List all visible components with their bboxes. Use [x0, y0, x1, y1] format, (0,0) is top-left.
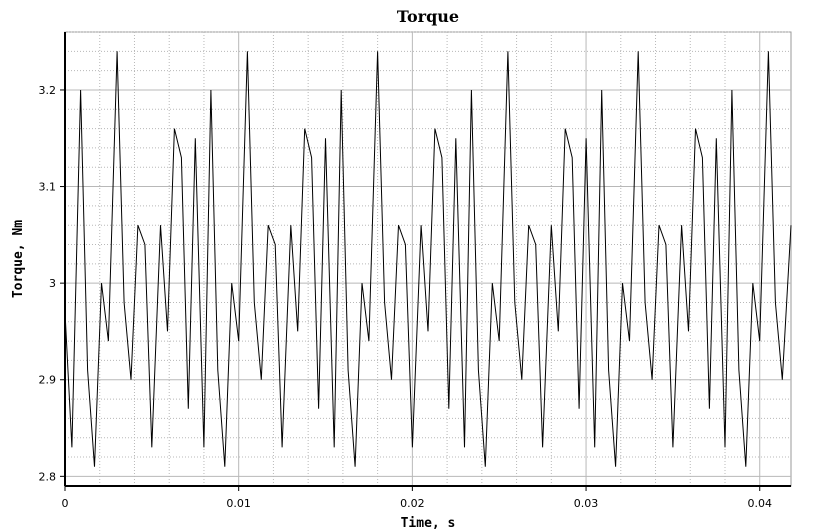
tick-labels: 0 0.01 0.02 0.03 0.04 2.8 2.9 3 3.1 3.2	[39, 84, 772, 510]
series-line	[64, 51, 792, 467]
major-grid	[64, 32, 791, 486]
plot-area	[64, 31, 792, 487]
y-tick-label: 3.2	[39, 84, 57, 97]
y-tick-label: 2.9	[39, 374, 57, 387]
x-tick-label: 0	[62, 497, 69, 510]
x-tick-label: 0.02	[400, 497, 425, 510]
x-tick-label: 0.01	[226, 497, 251, 510]
y-tick-label: 3	[49, 277, 56, 290]
x-axis-label: Time, s	[401, 516, 456, 531]
x-tick-label: 0.04	[747, 497, 772, 510]
y-axis-label: Torque, Nm	[11, 220, 26, 298]
minor-grid	[65, 31, 791, 486]
x-tick-label: 0.03	[574, 497, 599, 510]
y-tick-label: 3.1	[39, 181, 57, 194]
axes	[60, 32, 791, 491]
series-group	[64, 51, 792, 467]
chart-title: Torque	[397, 7, 459, 26]
y-tick-label: 2.8	[39, 470, 57, 483]
